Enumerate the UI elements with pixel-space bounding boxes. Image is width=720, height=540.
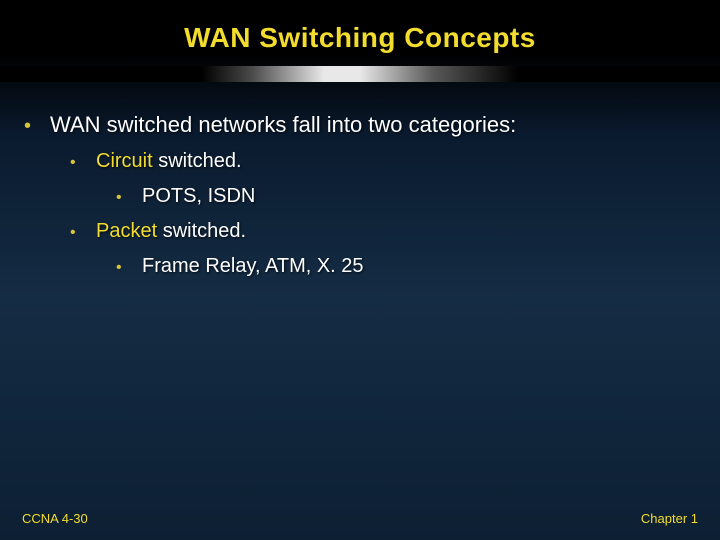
footer-left: CCNA 4-30 [22, 511, 88, 526]
rest-text: switched. [157, 220, 246, 242]
highlight-word: Circuit [96, 150, 153, 172]
bullet-dot-icon: • [116, 190, 142, 206]
bullet-dot-icon: • [116, 260, 142, 276]
slide-footer: CCNA 4-30 Chapter 1 [0, 511, 720, 526]
rest-text: switched. [153, 150, 242, 172]
bullet-level2: • Circuit switched. [70, 148, 696, 175]
bullet-dot-icon: • [70, 225, 96, 241]
bullet-dot-icon: • [70, 155, 96, 171]
slide-body: • WAN switched networks fall into two ca… [0, 82, 720, 280]
title-divider [0, 66, 720, 82]
title-area: WAN Switching Concepts [0, 0, 720, 66]
bullet-level1: • WAN switched networks fall into two ca… [24, 110, 696, 140]
footer-right: Chapter 1 [641, 511, 698, 526]
body-text: Packet switched. [96, 218, 246, 245]
bullet-level3: • POTS, ISDN [116, 183, 696, 210]
body-text: Frame Relay, ATM, X. 25 [142, 253, 364, 280]
body-text: Circuit switched. [96, 148, 242, 175]
bullet-level2: • Packet switched. [70, 218, 696, 245]
slide-title: WAN Switching Concepts [0, 22, 720, 54]
bullet-level3: • Frame Relay, ATM, X. 25 [116, 253, 696, 280]
body-text: POTS, ISDN [142, 183, 255, 210]
body-text: WAN switched networks fall into two cate… [50, 110, 516, 140]
highlight-word: Packet [96, 220, 157, 242]
bullet-dot-icon: • [24, 116, 50, 136]
